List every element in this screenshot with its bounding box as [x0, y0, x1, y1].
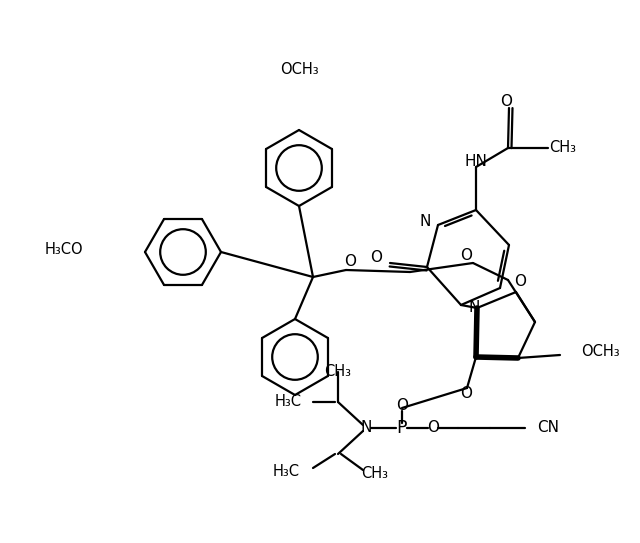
Text: N: N: [360, 420, 372, 435]
Text: O: O: [396, 397, 408, 413]
Text: O: O: [344, 254, 356, 268]
Text: CH₃: CH₃: [550, 141, 577, 155]
Text: CN: CN: [537, 420, 559, 435]
Text: O: O: [500, 93, 512, 109]
Text: HN: HN: [465, 155, 488, 169]
Text: O: O: [460, 387, 472, 401]
Text: OCH₃: OCH₃: [280, 62, 318, 78]
Text: H₃CO: H₃CO: [45, 243, 83, 257]
Text: O: O: [460, 249, 472, 263]
Text: O: O: [370, 250, 382, 266]
Text: O: O: [427, 420, 439, 435]
Text: H₃C: H₃C: [275, 395, 301, 409]
Text: N: N: [468, 300, 480, 315]
Text: P: P: [397, 419, 407, 437]
Text: OCH₃: OCH₃: [581, 344, 620, 359]
Text: O: O: [514, 275, 526, 289]
Text: H₃C: H₃C: [273, 464, 300, 479]
Text: N: N: [419, 214, 431, 230]
Text: CH₃: CH₃: [324, 363, 351, 378]
Text: CH₃: CH₃: [362, 466, 388, 482]
